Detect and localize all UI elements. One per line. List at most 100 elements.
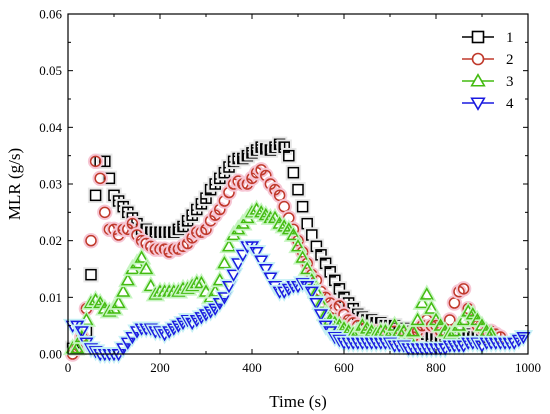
y-tick-label: 0.01 [39,290,62,305]
data-point [457,283,470,295]
data-point [470,337,485,350]
data-point [295,250,310,263]
legend-marker [471,30,485,44]
y-tick-label: 0.06 [39,7,62,22]
data-point [85,268,97,281]
data-point [226,269,241,282]
y-tick-label: 0.03 [39,177,62,192]
data-point-halo [83,232,99,249]
data-point-halo [285,164,302,181]
data-point [235,249,250,263]
data-point [410,312,425,326]
data-point-halo [147,241,164,257]
series-3 [62,199,501,356]
data-point [249,246,264,260]
data-point [116,284,131,297]
data-point [300,261,315,275]
data-point [258,263,273,277]
data-point [405,324,421,337]
data-point-halo [281,147,297,164]
data-point [221,280,237,294]
data-point [304,286,319,299]
axis-ticks: 0 200 400 600 800 1000 0.00 0.01 0.02 0.03 0.04 0.0… [39,7,541,376]
legend-label: 3 [506,74,514,90]
data-point [419,287,434,300]
series-4 [62,239,534,365]
data-point [309,284,324,297]
legend-label: 2 [506,52,514,68]
data-point [120,273,135,286]
data-point [217,292,232,305]
data-point [70,341,85,354]
data-point-halo [290,181,306,198]
x-tick-label: 400 [242,360,262,375]
data-point [296,200,309,213]
y-tick-label: 0.02 [39,233,62,248]
data-point [99,155,111,168]
data-point-halo [166,241,182,257]
data-point-halo [294,198,311,215]
data-point [134,250,149,263]
data-point [103,172,116,185]
data-point [254,255,269,268]
data-point [313,295,329,309]
data-point [89,155,102,168]
data-point [74,326,89,339]
legend-marker [470,97,486,111]
data-point [273,189,286,202]
y-axis-title: MLR (g/s) [5,148,24,220]
data-point [89,189,102,202]
data-point-halo [101,170,118,187]
data-point [292,183,304,196]
data-point [442,326,457,340]
data-point [309,297,324,311]
data-point [295,278,310,291]
data-point [231,258,246,271]
y-tick-label: 0.04 [39,120,62,135]
legend-label: 4 [506,96,514,112]
data-point [152,326,168,339]
data-marks [62,136,534,365]
data-point [278,200,290,213]
data-point [83,295,99,309]
data-point [111,295,126,309]
data-point [180,314,195,328]
x-tick-label: 800 [426,360,446,375]
legend: 1 2 3 4 [462,30,514,112]
data-point [244,205,260,218]
y-tick-label: 0.05 [39,63,62,78]
x-tick-label: 600 [334,360,354,375]
data-point [263,272,278,285]
data-point [415,295,430,309]
data-point [516,331,531,345]
data-point [139,261,154,275]
data-point [313,309,329,322]
data-point-halo [92,170,108,187]
data-point [290,239,306,252]
data-point [194,275,209,289]
data-point-halo [87,153,104,170]
x-axis-title: Time (s) [269,392,326,411]
data-point [301,217,313,230]
data-point [94,172,106,185]
data-point [85,234,97,247]
data-point-halo [455,281,472,297]
data-point-halo [97,153,113,170]
data-point [126,217,139,230]
data-point [143,278,158,292]
legend-label: 1 [506,30,514,46]
legend-marker [471,52,485,66]
x-tick-label: 200 [150,360,170,375]
data-point [424,301,439,314]
data-point [99,206,111,219]
data-point [287,166,300,179]
y-tick-label: 0.00 [39,347,62,362]
data-point [306,229,318,241]
legend-marker [470,73,486,87]
data-point-halo [189,224,205,240]
data-point-halo [97,204,113,221]
x-tick-label: 0 [65,360,72,375]
data-point [283,149,295,162]
data-point-halo [83,266,99,283]
